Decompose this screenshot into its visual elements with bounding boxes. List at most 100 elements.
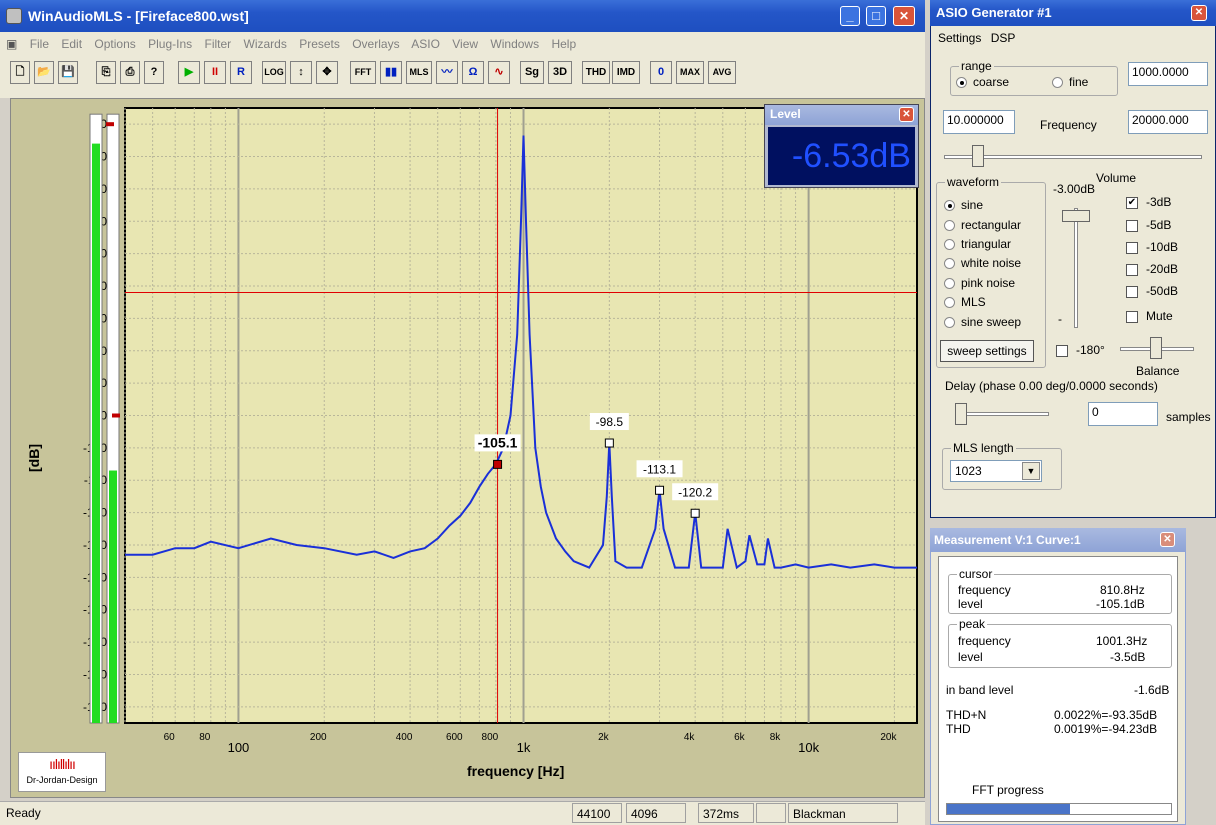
print-icon[interactable]: ⎙ <box>120 61 140 84</box>
mute-checkbox[interactable]: Mute <box>1126 309 1173 323</box>
frequency-slider-thumb[interactable] <box>972 145 984 167</box>
3d-button[interactable]: 3D <box>548 61 572 84</box>
open-icon[interactable]: 📂 <box>34 61 54 84</box>
asio-menu: Settings DSP <box>938 31 1015 45</box>
volume-value: -3.00dB <box>1053 182 1096 196</box>
copy-icon[interactable]: ⎘ <box>96 61 116 84</box>
chevron-down-icon[interactable]: ▼ <box>1022 462 1040 480</box>
asio-window <box>930 0 1216 518</box>
asio-titlebar: ASIO Generator #1 <box>930 0 1216 26</box>
record-button[interactable]: R <box>230 61 252 84</box>
mute-check <box>1126 310 1138 323</box>
peak-marker <box>655 485 665 495</box>
waveform-pink-noise[interactable]: pink noise <box>944 276 1015 290</box>
asio-menu-settings[interactable]: Settings <box>938 31 982 45</box>
toolbar: 🗋 📂 💾 ⎘ ⎙ ? ▶ II R LOG ↕ ✥ FFT ▮▮ MLS 〰 … <box>0 56 925 98</box>
menu-plugins[interactable]: Plug-Ins <box>148 37 193 51</box>
max-button[interactable]: MAX <box>676 61 704 84</box>
preset-10db[interactable]: -10dB <box>1126 240 1178 254</box>
preset-50db[interactable]: -50dB <box>1126 284 1178 298</box>
vu-peak-mark-right <box>112 413 120 418</box>
samples-field[interactable]: 0 <box>1088 402 1158 426</box>
volume-label: Volume <box>1096 171 1137 185</box>
preset-3db[interactable]: ✔ -3dB <box>1126 195 1171 209</box>
fine-radio[interactable]: fine <box>1052 75 1088 89</box>
menu-wizards[interactable]: Wizards <box>243 37 287 51</box>
impedance-icon[interactable]: Ω <box>462 61 484 84</box>
asio-menu-dsp[interactable]: DSP <box>990 31 1016 45</box>
logo: ıılıllılıı Dr-Jordan-Design <box>18 752 106 792</box>
sg-button[interactable]: Sg <box>520 61 544 84</box>
waveform-white-noise[interactable]: white noise <box>944 256 1021 270</box>
app-icon <box>6 8 22 24</box>
y-tick-label: 0 <box>100 117 107 131</box>
waveform-mls[interactable]: MLS <box>944 295 986 309</box>
menu-presets[interactable]: Presets <box>299 37 340 51</box>
mls-length-select[interactable]: 1023 ▼ <box>950 460 1042 482</box>
avg-button[interactable]: AVG <box>708 61 736 84</box>
spectrum-plot[interactable]: 0-10-20-30-40-50-60-70-80-90-100-110-120… <box>10 98 925 798</box>
bar-spectrum-icon[interactable]: ▮▮ <box>380 61 402 84</box>
fmax-field[interactable]: 20000.000 <box>1128 110 1208 134</box>
asio-close-button[interactable]: ✕ <box>1191 5 1207 21</box>
menu-edit[interactable]: Edit <box>61 37 83 51</box>
measurement-close-button[interactable]: ✕ <box>1160 532 1175 547</box>
menu-windows[interactable]: Windows <box>490 37 540 51</box>
filter-icon[interactable]: 〰 <box>436 61 458 84</box>
cursor-legend: cursor <box>957 567 995 581</box>
log-button[interactable]: LOG <box>262 61 286 84</box>
delay-slider-thumb[interactable] <box>955 403 967 425</box>
spectrum-curve <box>125 135 917 570</box>
pause-button[interactable]: II <box>204 61 226 84</box>
x-tick-label: 4k <box>684 732 696 743</box>
waveform-sine-sweep[interactable]: sine sweep <box>944 315 1021 329</box>
main-titlebar <box>0 0 925 32</box>
status-fft: 4096 <box>626 803 686 823</box>
waveform-sine[interactable]: sine <box>944 198 983 212</box>
save-icon[interactable]: 💾 <box>58 61 78 84</box>
x-tick-label: 6k <box>734 732 746 743</box>
help-icon[interactable]: ? <box>144 61 164 84</box>
menu-file[interactable]: File <box>29 37 50 51</box>
wave-icon[interactable]: ∿ <box>488 61 510 84</box>
waveform-triangular[interactable]: triangular <box>944 237 1011 251</box>
balance-slider-thumb[interactable] <box>1150 337 1162 359</box>
zero-button[interactable]: 0 <box>650 61 672 84</box>
move-icon[interactable]: ✥ <box>316 61 338 84</box>
menu-help[interactable]: Help <box>551 37 577 51</box>
x-tick-label-major: 1k <box>517 740 531 755</box>
fft-button[interactable]: FFT <box>350 61 376 84</box>
logo-graphic: ıılıllılıı <box>49 756 76 772</box>
marker-label: -113.1 <box>643 462 676 476</box>
mls-button[interactable]: MLS <box>406 61 432 84</box>
coarse-radio[interactable]: coarse <box>956 75 1009 89</box>
menu-filter[interactable]: Filter <box>204 37 232 51</box>
sweep-settings-button[interactable]: sweep settings <box>940 340 1034 362</box>
vertical-scale-icon[interactable]: ↕ <box>290 61 312 84</box>
preset-10db-check <box>1126 241 1138 254</box>
menu-overlays[interactable]: Overlays <box>352 37 400 51</box>
play-icon[interactable]: ▶ <box>178 61 200 84</box>
menu-options[interactable]: Options <box>94 37 136 51</box>
measurement-title: Measurement V:1 Curve:1 <box>934 533 1081 547</box>
minimize-button[interactable]: _ <box>840 6 860 26</box>
new-icon[interactable]: 🗋 <box>10 61 30 84</box>
maximize-button[interactable]: □ <box>866 6 886 26</box>
imd-button[interactable]: IMD <box>612 61 640 84</box>
thd-button[interactable]: THD <box>582 61 610 84</box>
mute-label: Mute <box>1146 309 1173 323</box>
menu-asio[interactable]: ASIO <box>411 37 440 51</box>
waveform-rectangular[interactable]: rectangular <box>944 218 1021 232</box>
phase180-check <box>1056 344 1068 357</box>
volume-slider-thumb[interactable] <box>1062 210 1090 222</box>
fmin-field[interactable]: 10.000000 <box>943 110 1015 134</box>
step-field[interactable]: 1000.0000 <box>1128 62 1208 86</box>
preset-5db[interactable]: -5dB <box>1126 218 1171 232</box>
menu-view[interactable]: View <box>452 37 479 51</box>
phase180-checkbox[interactable]: -180° <box>1056 343 1105 357</box>
fft-progress-fill <box>947 804 1071 814</box>
preset-20db[interactable]: -20dB <box>1126 262 1178 276</box>
marker-label-bg <box>672 483 719 501</box>
close-button[interactable]: ✕ <box>893 6 915 26</box>
level-close-button[interactable]: ✕ <box>899 107 914 122</box>
